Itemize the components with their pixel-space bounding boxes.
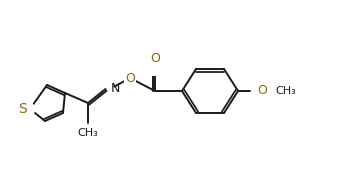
Text: S: S	[18, 102, 27, 116]
Text: O: O	[257, 84, 267, 97]
Text: O: O	[150, 62, 160, 75]
Text: CH₃: CH₃	[78, 128, 98, 138]
Text: O: O	[125, 71, 135, 84]
Text: O: O	[125, 71, 135, 84]
Text: CH₃: CH₃	[275, 86, 296, 96]
Text: O: O	[150, 52, 160, 65]
Text: N: N	[110, 82, 120, 95]
